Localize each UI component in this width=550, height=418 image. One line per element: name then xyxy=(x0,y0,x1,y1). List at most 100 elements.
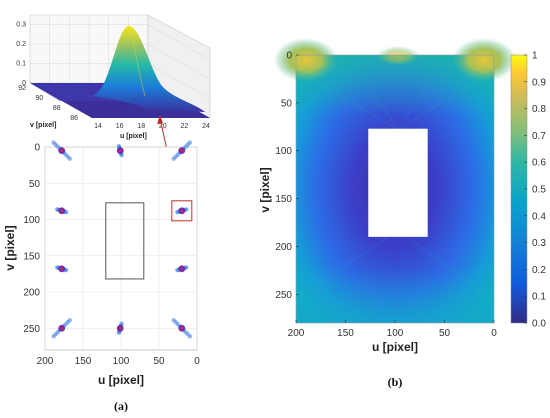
panel-b-y-tick: 50 xyxy=(281,98,293,109)
inset-z-tick: 0.3 xyxy=(16,22,26,29)
inset-x-tick: 14 xyxy=(94,123,102,130)
panel-a-point xyxy=(180,209,184,213)
panel-a-ticks: 200 150 100 50 0 0 50 100 150 200 250 xyxy=(23,143,200,368)
panel-b-y-tick: 250 xyxy=(275,290,292,301)
panel-a-cluster xyxy=(175,207,189,215)
panel-a-point xyxy=(180,267,184,271)
panel-a-cluster xyxy=(55,207,69,215)
panel-b-x-axis-label: u [pixel] xyxy=(372,340,418,354)
inset-y-tick: 88 xyxy=(53,105,61,112)
panel-a-cluster xyxy=(171,317,193,339)
inset-x-tick: 22 xyxy=(181,123,189,130)
colorbar-tick: 0.2 xyxy=(532,265,546,276)
panel-a-y-tick: 0 xyxy=(34,143,40,154)
panel-a-cluster xyxy=(171,140,193,161)
inset-y-axis-label: v [pixel] xyxy=(30,122,56,129)
inset-y-tick: 92 xyxy=(18,85,26,92)
inset-z-tick: 0.2 xyxy=(16,41,26,48)
inset-x-tick: 20 xyxy=(159,123,167,130)
panel-b-y-tick: 200 xyxy=(275,242,292,253)
inset-surface-plot: 0 0.1 0.2 0.3 14 16 18 20 22 24 92 90 88 86 u [pixel]… xyxy=(16,14,211,140)
panel-a-y-axis-label: v [pixel] xyxy=(3,225,17,270)
panel-b-label: (b) xyxy=(388,375,403,389)
panel-b-y-tick: 0 xyxy=(286,51,292,62)
inset-grid-line xyxy=(147,43,211,80)
panel-a-scatter-plot: 200 150 100 50 0 0 50 100 150 200 250 u [pixel] v … xyxy=(3,140,200,413)
panel-a-point xyxy=(64,209,69,215)
panel-a-point xyxy=(119,321,124,326)
colorbar-ticks: 0.0 0.1 0.2 0.3 0.4 0.5 0.6 0.7 0.8 0.9 1 xyxy=(524,51,546,330)
inset-y-tick: 90 xyxy=(36,95,44,102)
panel-a-point xyxy=(67,156,73,161)
panel-a-point xyxy=(60,149,64,153)
panel-a-cluster xyxy=(51,317,73,339)
panel-b-y-tick: 150 xyxy=(275,194,292,205)
colorbar-tick: 0.0 xyxy=(532,319,546,330)
panel-a-clusters xyxy=(51,140,193,339)
panel-b-y-axis-label: v [pixel] xyxy=(258,167,272,212)
colorbar-tick: 0.8 xyxy=(532,104,546,115)
panel-a-y-tick: 200 xyxy=(23,288,40,299)
panel-a-point xyxy=(171,156,176,161)
inset-z-tick: 0.1 xyxy=(16,61,26,68)
colorbar-tick: 0.7 xyxy=(532,131,546,142)
panel-a-point xyxy=(180,326,184,330)
inset-x-axis-label: u [pixel] xyxy=(120,133,147,140)
panel-a-x-tick: 0 xyxy=(194,356,200,367)
panel-a-point xyxy=(67,317,73,323)
colorbar-tick: 0.5 xyxy=(532,185,546,196)
colorbar-tick: 0.1 xyxy=(532,292,546,303)
panel-b-obstacle xyxy=(368,128,428,237)
colorbar-tick: 1 xyxy=(532,51,538,62)
panel-b-heatmap: 200 150 100 50 0 0 50 100 150 200 250 u [pixel] v … xyxy=(258,38,516,389)
panel-a-point xyxy=(60,209,64,213)
inset-grid-line xyxy=(147,63,211,99)
panel-b-x-tick: 200 xyxy=(288,328,305,339)
panel-a-x-tick: 50 xyxy=(153,356,165,367)
panel-b-x-tick: 100 xyxy=(387,328,404,339)
panel-a-point xyxy=(119,152,124,158)
panel-b-x-tick: 50 xyxy=(439,328,451,339)
colorbar-tick: 0.9 xyxy=(532,77,546,88)
colorbar-tick: 0.3 xyxy=(532,238,546,249)
panel-a-point xyxy=(118,149,122,153)
panel-a-point xyxy=(118,326,122,330)
panel-b-y-tick: 100 xyxy=(275,146,292,157)
panel-a-point xyxy=(175,209,180,215)
panel-a-y-tick: 100 xyxy=(23,215,40,226)
inset-peak xyxy=(92,25,205,113)
inset-x-tick: 18 xyxy=(137,123,145,130)
inset-x-tick: 16 xyxy=(116,123,124,130)
panel-a-point xyxy=(60,326,64,330)
panel-b-ticks: 200 150 100 50 0 0 50 100 150 200 250 xyxy=(275,51,497,340)
panel-a-highlight-box xyxy=(171,200,193,222)
panel-a-x-tick: 100 xyxy=(113,356,130,367)
panel-a-point xyxy=(175,267,180,273)
panel-a-y-tick: 250 xyxy=(23,324,40,335)
panel-b-x-tick: 150 xyxy=(337,328,354,339)
colorbar-tick: 0.4 xyxy=(532,211,546,222)
panel-a-x-tick: 200 xyxy=(37,356,54,367)
panel-a-x-tick: 150 xyxy=(75,356,92,367)
panel-a-point xyxy=(171,317,176,323)
panel-a-label: (a) xyxy=(114,399,128,413)
inset-peak-ridge xyxy=(127,25,146,97)
panel-a-cluster xyxy=(116,321,124,335)
inset-x-tick: 24 xyxy=(202,123,210,130)
inset-ticks: 0 0.1 0.2 0.3 14 16 18 20 22 24 92 90 88 86 xyxy=(16,22,210,130)
panel-a-point xyxy=(64,267,69,273)
inset-z-tick: 0 xyxy=(22,80,26,87)
inset-y-tick: 86 xyxy=(70,115,78,122)
inset-grid-line xyxy=(147,24,211,60)
panel-a-obstacle xyxy=(105,202,145,280)
colorbar: 0.0 0.1 0.2 0.3 0.4 0.5 0.6 0.7 0.8 0.9 1 xyxy=(510,51,546,330)
panel-a-cluster xyxy=(55,265,69,273)
panel-a-y-tick: 50 xyxy=(29,179,41,190)
panel-a-x-axis-label: u [pixel] xyxy=(98,373,144,387)
panel-a-cluster xyxy=(51,140,73,161)
panel-a-point xyxy=(180,149,184,153)
panel-a-y-tick: 150 xyxy=(23,251,40,262)
colorbar-tick: 0.6 xyxy=(532,158,546,169)
panel-a-cluster xyxy=(116,143,124,158)
